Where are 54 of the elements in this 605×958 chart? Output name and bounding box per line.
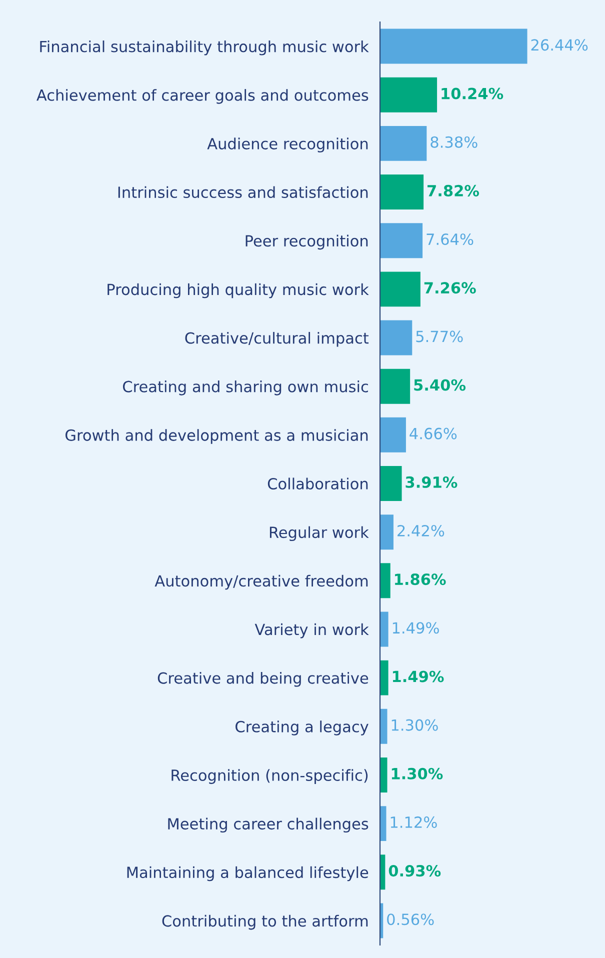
y-tick-label: Creative/cultural impact [185, 332, 369, 347]
data-label: 1.49% [392, 670, 444, 682]
data-label: 4.66% [410, 428, 457, 440]
bar [380, 708, 388, 744]
data-label: 7.26% [424, 282, 476, 294]
y-tick-label: Meeting career challenges [168, 818, 368, 833]
y-tick-label: Financial sustainability through music work [40, 40, 369, 56]
data-label: 1.49% [392, 622, 439, 634]
data-label: 1.30% [392, 768, 443, 780]
data-label: 2.42% [398, 524, 444, 537]
y-tick-label: Contributing to the artform [162, 914, 368, 930]
bar [380, 757, 388, 792]
y-tick-label: Variety in work [254, 623, 369, 638]
y-tick-label: Recognition (non-specific) [172, 769, 368, 784]
data-label: 1.86% [395, 574, 446, 586]
bar [380, 514, 394, 550]
bar [380, 28, 528, 64]
data-label: 26.44% [531, 39, 588, 51]
y-tick-label: Peer recognition [246, 234, 368, 250]
bar [380, 417, 406, 452]
bar [380, 272, 420, 307]
bar [380, 223, 423, 258]
bar [380, 320, 412, 356]
y-tick-label: Maintaining a balanced lifestyle [127, 866, 368, 882]
y-tick-label: Autonomy/creative freedom [154, 574, 368, 590]
data-label: 7.64% [426, 233, 474, 246]
data-label: 1.30% [392, 719, 438, 731]
bar [380, 174, 424, 210]
data-label: 8.38% [430, 136, 478, 148]
data-label: 0.56% [387, 914, 434, 926]
y-tick-label: Producing high quality music work [108, 283, 369, 298]
y-tick-label: Creating a legacy [236, 720, 368, 736]
bar [380, 563, 390, 598]
data-label: 7.82% [428, 184, 480, 196]
data-label: 1.12% [390, 816, 437, 828]
bar [380, 77, 438, 112]
bar [380, 612, 388, 647]
y-tick-label: Regular work [270, 526, 369, 542]
bar [380, 126, 427, 161]
y-tick-label: Achievement of career goals and outcomes [36, 89, 368, 104]
y-tick-label: Creating and sharing own music [122, 380, 368, 396]
y-tick-label: Growth and development as a musician [66, 429, 368, 444]
bar [380, 660, 388, 696]
y-tick-label: Audience recognition [207, 138, 368, 152]
data-label: 3.91% [406, 476, 458, 488]
data-label: 10.24% [442, 88, 504, 100]
data-label: 5.77% [416, 330, 463, 342]
y-tick-label: Collaboration [268, 478, 368, 490]
y-tick-label: Intrinsic success and satisfaction [118, 186, 368, 198]
data-label: 5.40% [414, 379, 466, 391]
y-tick-label: Creative and being creative [158, 672, 368, 687]
bar [380, 368, 410, 404]
bar [380, 466, 402, 501]
data-label: 0.93% [388, 865, 441, 877]
